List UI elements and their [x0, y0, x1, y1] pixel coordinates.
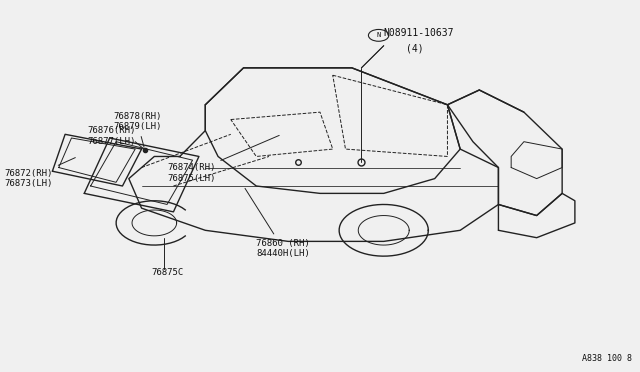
Text: 76878(RH)
76879(LH): 76878(RH) 76879(LH) — [113, 112, 161, 147]
Text: 76874(RH)
76875(LH): 76874(RH) 76875(LH) — [167, 135, 279, 183]
Text: N: N — [376, 32, 381, 38]
Text: N08911-10637: N08911-10637 — [384, 28, 454, 38]
Text: A838 100 8: A838 100 8 — [582, 354, 632, 363]
Text: 76876(RH)
76877(LH): 76876(RH) 76877(LH) — [88, 126, 142, 149]
Text: 76872(RH)
76873(LH): 76872(RH) 76873(LH) — [4, 158, 76, 188]
Text: (4): (4) — [406, 43, 424, 53]
Text: 76875C: 76875C — [151, 268, 184, 277]
Text: 76860 (RH)
84440H(LH): 76860 (RH) 84440H(LH) — [245, 188, 310, 259]
